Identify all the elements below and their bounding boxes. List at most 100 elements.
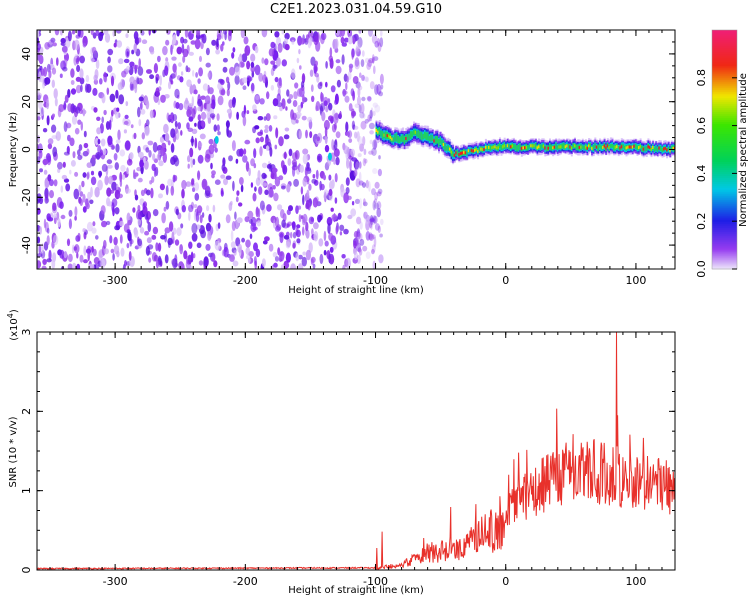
noise-blob [93,74,98,82]
noise-blob [118,94,125,105]
noise-blob [141,39,148,44]
noise-blob [353,240,357,249]
y-tick-label: 40 [20,47,33,61]
noise-blob [374,181,380,189]
noise-blob [42,258,47,265]
noise-blob [371,147,377,156]
noise-blob [75,57,80,65]
noise-blob [261,30,268,38]
noise-blob [307,30,314,39]
noise-blob [74,106,81,114]
noise-blob [129,61,135,67]
noise-blob [44,77,51,85]
noise-blob [153,63,158,74]
noise-blob [259,136,264,143]
noise-blob [238,202,243,207]
noise-blob [79,55,85,64]
noise-blob [268,162,273,172]
noise-blob [103,109,107,116]
noise-blob [67,103,73,113]
noise-blob [121,174,126,180]
noise-blob [307,116,313,123]
noise-blob [57,249,62,256]
noise-blob [247,210,254,219]
noise-blob [199,133,206,140]
noise-blob [220,190,224,197]
noise-blob [372,139,377,150]
noise-blob [42,158,49,166]
noise-blob [296,57,300,64]
noise-blob [369,130,374,135]
noise-blob [351,157,358,162]
noise-blob [363,148,367,155]
noise-blob [144,126,150,137]
noise-blob [95,59,100,69]
noise-blob [71,115,78,125]
noise-blob [377,225,381,233]
noise-blob [46,115,50,126]
noise-blob [371,188,376,196]
noise-blob [364,57,370,64]
noise-blob [187,163,190,169]
noise-blob [170,143,175,153]
noise-blob [330,207,334,212]
noise-blob [178,62,182,67]
noise-blob [268,124,273,132]
noise-blob [208,138,214,145]
noise-blob [328,102,333,111]
noise-blob [341,253,346,259]
noise-blob [355,43,361,52]
noise-blob [242,155,248,163]
noise-blob [191,233,198,242]
noise-blob [331,179,335,189]
noise-blob [311,95,315,103]
noise-blob [284,43,290,51]
noise-blob [133,132,137,140]
noise-blob [125,101,129,107]
noise-blob [240,30,246,39]
noise-blob [323,230,327,242]
noise-blob [272,185,276,190]
noise-blob [125,140,131,151]
noise-blob [94,137,99,146]
noise-blob [280,160,285,169]
noise-blob [140,189,145,196]
noise-blob [240,184,244,193]
noise-blob [129,76,135,84]
noise-blob [189,147,194,158]
noise-blob [311,228,314,236]
noise-blob [305,249,311,261]
noise-blob [194,38,201,50]
noise-blob [170,128,176,139]
noise-blob [359,72,362,78]
noise-blob [101,163,108,172]
noise-blob [374,223,380,231]
noise-blob [60,185,64,193]
noise-blob [247,257,251,264]
noise-blob [306,34,309,43]
noise-blob [285,262,290,269]
noise-blob [264,58,269,66]
noise-blob [59,73,63,79]
noise-blob [377,188,383,194]
noise-blob [328,174,332,181]
noise-blob [79,198,84,206]
noise-blob [123,58,130,64]
noise-blob [197,106,202,112]
noise-blob [60,37,66,44]
noise-blob [152,209,159,217]
noise-blob [302,226,305,236]
noise-blob [315,169,319,180]
noise-blob [217,131,221,136]
noise-blob [56,57,59,66]
noise-blob [82,42,87,48]
noise-blob [106,159,113,165]
noise-blob [351,49,354,60]
x-tick-label: 100 [625,274,646,287]
noise-blob [182,38,188,44]
noise-blob [370,217,375,222]
noise-blob [261,258,266,267]
noise-blob [57,168,61,173]
noise-blob [208,213,212,223]
noise-blob [279,106,283,112]
